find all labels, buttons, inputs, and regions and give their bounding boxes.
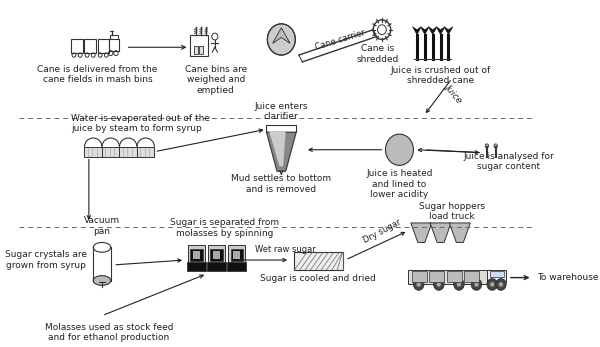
Text: Dry sugar: Dry sugar xyxy=(362,218,403,245)
Circle shape xyxy=(490,282,494,287)
Polygon shape xyxy=(269,131,286,166)
Circle shape xyxy=(268,24,295,55)
Circle shape xyxy=(474,282,479,287)
Bar xyxy=(137,147,154,156)
Text: Juice enters
clarifier: Juice enters clarifier xyxy=(254,102,308,121)
Bar xyxy=(230,249,243,261)
Text: Molasses used as stock feed
and for ethanol production: Molasses used as stock feed and for etha… xyxy=(45,322,173,342)
Bar xyxy=(227,262,247,271)
Bar xyxy=(412,271,427,282)
Circle shape xyxy=(487,279,497,290)
Circle shape xyxy=(416,282,421,287)
Circle shape xyxy=(454,279,464,290)
Text: Sugar crystals are
grown from syrup: Sugar crystals are grown from syrup xyxy=(5,250,87,270)
Bar xyxy=(187,262,206,271)
Circle shape xyxy=(434,279,444,290)
Bar xyxy=(71,40,83,53)
Bar xyxy=(193,251,200,259)
Bar xyxy=(199,46,203,54)
Bar xyxy=(190,249,203,261)
Polygon shape xyxy=(266,132,296,171)
Circle shape xyxy=(494,144,497,148)
Text: Cane carrier: Cane carrier xyxy=(314,28,367,52)
Text: Vacuum
pan: Vacuum pan xyxy=(84,216,120,236)
Circle shape xyxy=(485,144,488,148)
Text: Sugar is separated from
molasses by spinning: Sugar is separated from molasses by spin… xyxy=(170,218,279,238)
Bar xyxy=(490,271,503,277)
Polygon shape xyxy=(272,28,290,43)
Bar xyxy=(119,147,137,156)
Text: Sugar is cooled and dried: Sugar is cooled and dried xyxy=(260,274,376,283)
Bar xyxy=(85,147,102,156)
Bar xyxy=(429,271,444,282)
Polygon shape xyxy=(449,223,470,243)
Bar xyxy=(266,125,296,132)
Circle shape xyxy=(437,282,441,287)
Bar xyxy=(208,245,226,263)
Circle shape xyxy=(385,134,413,166)
Text: Mud settles to bottom
and is removed: Mud settles to bottom and is removed xyxy=(231,174,331,194)
Circle shape xyxy=(457,282,461,287)
Bar xyxy=(98,40,109,53)
Bar xyxy=(446,271,461,282)
Circle shape xyxy=(471,279,482,290)
Text: Cane is delivered from the
cane fields in mash bins: Cane is delivered from the cane fields i… xyxy=(37,65,158,84)
Bar xyxy=(110,35,118,40)
Bar xyxy=(228,245,245,263)
Text: Sugar hoppers
load truck: Sugar hoppers load truck xyxy=(419,202,485,221)
Text: Wet raw sugar: Wet raw sugar xyxy=(256,245,316,254)
Bar xyxy=(211,249,223,261)
Bar xyxy=(109,40,119,51)
Circle shape xyxy=(499,282,503,287)
Text: Juice is analysed for
sugar content: Juice is analysed for sugar content xyxy=(463,152,554,171)
Text: Cane bins are
weighed and
emptied: Cane bins are weighed and emptied xyxy=(185,65,247,95)
Polygon shape xyxy=(430,223,451,243)
Text: Juice is heated
and lined to
lower acidity: Juice is heated and lined to lower acidi… xyxy=(366,169,433,199)
Circle shape xyxy=(413,279,424,290)
Polygon shape xyxy=(428,27,437,35)
Polygon shape xyxy=(421,27,429,35)
Ellipse shape xyxy=(93,276,111,286)
Bar xyxy=(190,35,208,56)
Text: To warehouse: To warehouse xyxy=(537,273,598,282)
Text: Juice is crushed out of
shredded cane: Juice is crushed out of shredded cane xyxy=(391,66,491,85)
Bar xyxy=(233,251,240,259)
Text: Juice: Juice xyxy=(443,82,464,104)
Text: Water is evaporated out of the
juice by steam to form syrup: Water is evaporated out of the juice by … xyxy=(71,114,211,133)
Bar xyxy=(102,147,119,156)
Polygon shape xyxy=(413,27,421,35)
Bar xyxy=(207,262,226,271)
Bar xyxy=(408,270,487,285)
Polygon shape xyxy=(411,223,432,243)
Bar xyxy=(85,40,96,53)
Bar xyxy=(487,270,506,282)
Polygon shape xyxy=(444,27,453,35)
Bar xyxy=(188,245,205,263)
Bar xyxy=(464,271,479,282)
Circle shape xyxy=(496,279,506,290)
Text: Cane is
shredded: Cane is shredded xyxy=(356,44,399,64)
Bar xyxy=(295,252,343,270)
Polygon shape xyxy=(436,27,445,35)
Bar xyxy=(194,46,198,54)
Bar xyxy=(213,251,220,259)
